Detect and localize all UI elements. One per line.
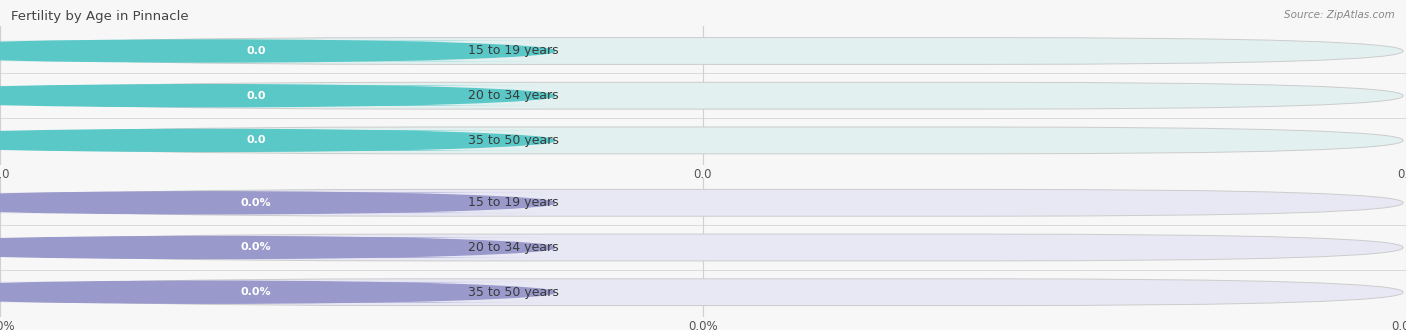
Text: 20 to 34 years: 20 to 34 years	[468, 89, 560, 102]
FancyBboxPatch shape	[0, 85, 546, 106]
FancyBboxPatch shape	[0, 192, 546, 213]
FancyBboxPatch shape	[0, 237, 546, 258]
FancyBboxPatch shape	[1, 38, 1403, 64]
Text: 0.0: 0.0	[246, 46, 266, 56]
Text: 0.0%: 0.0%	[240, 287, 271, 297]
Text: 35 to 50 years: 35 to 50 years	[468, 134, 560, 147]
Text: Source: ZipAtlas.com: Source: ZipAtlas.com	[1284, 10, 1395, 20]
FancyBboxPatch shape	[1, 234, 1403, 261]
FancyBboxPatch shape	[1, 189, 1403, 216]
FancyBboxPatch shape	[0, 41, 546, 61]
Circle shape	[0, 40, 555, 62]
Circle shape	[0, 129, 555, 151]
Circle shape	[0, 281, 555, 303]
FancyBboxPatch shape	[0, 130, 546, 151]
Circle shape	[0, 237, 555, 258]
FancyBboxPatch shape	[1, 127, 1403, 154]
Text: 20 to 34 years: 20 to 34 years	[468, 241, 560, 254]
Circle shape	[0, 192, 555, 214]
Text: 0.0%: 0.0%	[240, 243, 271, 252]
Text: 0.0: 0.0	[246, 91, 266, 101]
FancyBboxPatch shape	[1, 279, 1403, 306]
Text: 0.0%: 0.0%	[240, 198, 271, 208]
FancyBboxPatch shape	[1, 82, 1403, 109]
Text: 35 to 50 years: 35 to 50 years	[468, 286, 560, 299]
Text: Fertility by Age in Pinnacle: Fertility by Age in Pinnacle	[11, 10, 188, 23]
Text: 0.0: 0.0	[246, 135, 266, 146]
FancyBboxPatch shape	[0, 282, 546, 303]
Circle shape	[0, 85, 555, 107]
Text: 15 to 19 years: 15 to 19 years	[468, 45, 560, 57]
Text: 15 to 19 years: 15 to 19 years	[468, 196, 560, 209]
